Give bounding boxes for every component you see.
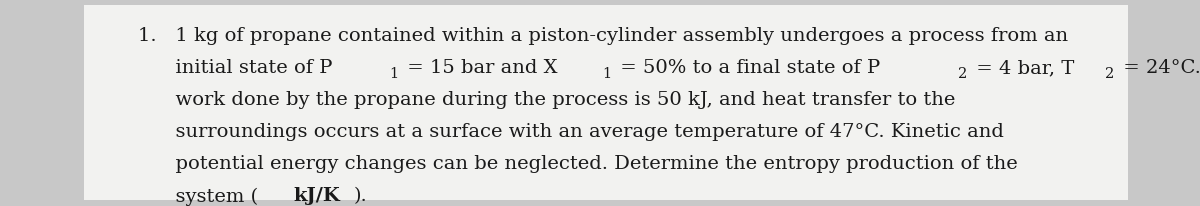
Text: 1: 1 <box>389 67 398 81</box>
Text: = 15 bar and X: = 15 bar and X <box>401 59 557 77</box>
Text: kJ/K: kJ/K <box>293 186 340 204</box>
Text: 1.   1 kg of propane contained within a piston-cylinder assembly undergoes a pro: 1. 1 kg of propane contained within a pi… <box>138 27 1068 45</box>
Text: ).: ). <box>354 186 367 204</box>
Text: = 50% to a final state of P: = 50% to a final state of P <box>614 59 881 77</box>
Text: 2: 2 <box>958 67 967 81</box>
Text: 1: 1 <box>602 67 612 81</box>
Text: potential energy changes can be neglected. Determine the entropy production of t: potential energy changes can be neglecte… <box>138 154 1018 172</box>
Text: surroundings occurs at a surface with an average temperature of 47°C. Kinetic an: surroundings occurs at a surface with an… <box>138 123 1004 140</box>
Text: work done by the propane during the process is 50 kJ, and heat transfer to the: work done by the propane during the proc… <box>138 91 955 109</box>
FancyBboxPatch shape <box>84 6 1128 200</box>
Text: initial state of P: initial state of P <box>138 59 332 77</box>
Text: 2: 2 <box>1105 67 1114 81</box>
Text: = 24°C. The: = 24°C. The <box>1116 59 1200 77</box>
Text: system (: system ( <box>138 186 258 205</box>
Text: = 4 bar, T: = 4 bar, T <box>970 59 1074 77</box>
